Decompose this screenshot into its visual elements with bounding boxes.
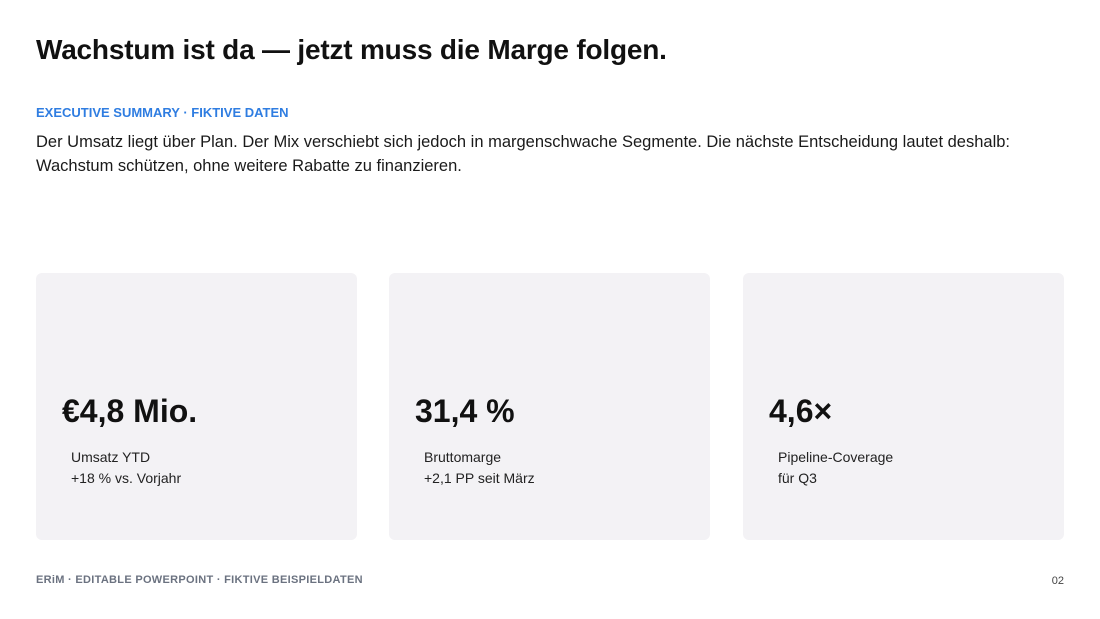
kpi-card: 31,4 % Bruttomarge +2,1 PP seit März [389, 273, 710, 540]
kpi-value: 4,6× [769, 393, 833, 429]
footer-source: ERiM · EDITABLE POWERPOINT · FIKTIVE BEI… [36, 574, 363, 586]
kpi-value: 31,4 % [415, 393, 515, 429]
eyebrow: EXECUTIVE SUMMARY · FIKTIVE DATEN [36, 105, 289, 120]
kpi-label: Umsatz YTD [71, 449, 151, 465]
kpi-label: Pipeline-Coverage [778, 449, 894, 465]
kpi-note: für Q3 [778, 470, 817, 486]
kpi-card: 4,6× Pipeline-Coverage für Q3 [743, 273, 1064, 540]
kpi-value: €4,8 Mio. [62, 393, 198, 429]
kpi-note: +2,1 PP seit März [424, 470, 535, 486]
kpi-note: +18 % vs. Vorjahr [71, 470, 182, 486]
kpi-card: €4,8 Mio. Umsatz YTD +18 % vs. Vorjahr [36, 273, 357, 540]
kpi-label: Bruttomarge [424, 449, 502, 465]
slide-title: Wachstum ist da — jetzt muss die Marge f… [36, 34, 667, 65]
lead-text: Der Umsatz liegt über Plan. Der Mix vers… [36, 133, 1010, 175]
page-number: 02 [1051, 575, 1064, 587]
